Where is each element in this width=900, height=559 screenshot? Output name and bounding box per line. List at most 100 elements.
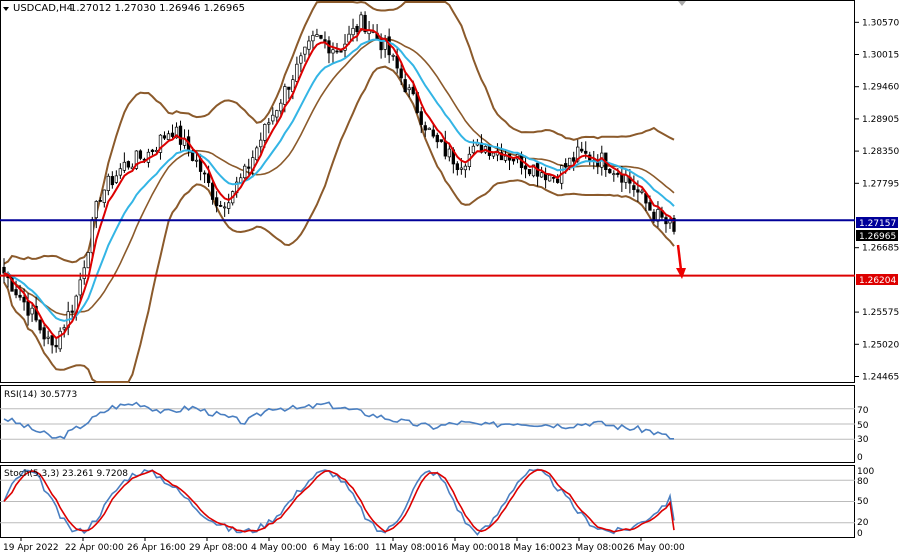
stoch-level-80: 80: [857, 477, 869, 487]
time-tick-label: 22 Apr 00:00: [65, 543, 124, 553]
candle-body: [576, 146, 580, 162]
candle-body: [608, 168, 612, 174]
candle-body: [178, 125, 183, 145]
candle-body: [648, 202, 652, 211]
candle-body: [564, 163, 568, 168]
candle-body: [471, 145, 476, 154]
candle-body: [58, 330, 62, 350]
candle-body: [652, 211, 656, 220]
candle-body: [275, 110, 279, 118]
candle-body: [190, 150, 195, 161]
candle-body: [616, 172, 620, 175]
candle-body: [34, 305, 38, 321]
current-price-text: 1.26965: [859, 232, 896, 242]
candle-body: [295, 63, 299, 82]
symbol-label: USDCAD,H4: [13, 3, 73, 14]
candle-body: [138, 150, 143, 159]
forecast-arrow-shaft: [676, 244, 683, 271]
candle-body: [110, 176, 114, 186]
candle-body: [447, 148, 451, 158]
candle-body: [672, 217, 676, 232]
candle-body: [443, 140, 447, 157]
time-tick-label: 26 Apr 16:00: [127, 543, 186, 553]
candle-body: [555, 178, 560, 183]
candle-body: [580, 148, 584, 152]
candle-body: [38, 319, 42, 331]
price-tick-label: 1.26685: [862, 244, 899, 254]
candle-body: [126, 161, 131, 168]
dropdown-arrow-icon[interactable]: [3, 7, 9, 11]
stoch-level-100: 100: [857, 467, 874, 477]
rsi-level-0: 0: [857, 453, 863, 463]
candle-body: [531, 164, 536, 177]
candle-body: [86, 252, 90, 269]
candle-body: [114, 175, 118, 183]
price-tick-label: 1.28350: [862, 147, 899, 157]
time-tick-label: 18 May 16:00: [499, 543, 561, 553]
ohlc-label: 1.27012 1.27030 1.26946 1.26965: [70, 3, 245, 14]
candle-body: [319, 34, 323, 39]
stoch-level-0: 0: [857, 529, 863, 539]
candle-body: [279, 102, 283, 112]
candle-body: [210, 182, 215, 200]
stoch-label: Stoch(5,3,3) 23.261 9.7208: [4, 469, 128, 479]
level-badge-blue: [856, 217, 898, 228]
candle-body: [218, 205, 223, 207]
candle-body: [640, 190, 644, 193]
candle-body: [206, 173, 211, 184]
candle-body: [94, 201, 98, 219]
candle-body: [174, 126, 179, 139]
candle-body: [255, 147, 259, 161]
candle-body: [134, 150, 139, 169]
candle-body: [223, 206, 227, 209]
price-tick-label: 1.30015: [862, 51, 899, 61]
scroll-marker-icon[interactable]: [678, 1, 686, 6]
candle-body: [50, 335, 54, 346]
bollinger-upper-line: [3, 0, 675, 265]
candle-body: [150, 149, 155, 152]
candle-body: [78, 279, 82, 296]
candle-body: [612, 173, 616, 176]
rsi-level-50: 50: [857, 421, 869, 431]
candle-body: [14, 289, 18, 296]
candle-body: [427, 127, 431, 131]
candle-body: [431, 129, 435, 137]
candle-body: [499, 152, 504, 161]
candle-body: [259, 139, 263, 148]
bollinger-lower-line: [3, 65, 675, 383]
time-tick-label: 23 May 08:00: [561, 543, 623, 553]
candle-body: [351, 28, 355, 36]
candle-body: [303, 46, 307, 55]
candle-body: [527, 169, 532, 175]
stoch-signal-line: [3, 469, 675, 533]
candle-body: [102, 189, 106, 203]
candle-body: [503, 155, 508, 161]
fast-ma-line: [3, 27, 675, 340]
candle-body: [315, 34, 319, 37]
candle-body: [243, 165, 247, 179]
stoch-level-20: 20: [857, 518, 869, 528]
candle-body: [435, 134, 439, 143]
candle-body: [423, 125, 427, 131]
candle-body: [283, 86, 287, 105]
candle-body: [214, 197, 219, 207]
time-tick-label: 16 May 00:00: [437, 543, 499, 553]
candle-body: [42, 327, 46, 340]
level-badge-red: [856, 274, 898, 285]
time-tick-label: 4 May 00:00: [251, 543, 307, 553]
rsi-label: RSI(14) 30.5773: [4, 390, 77, 400]
candle-body: [399, 68, 403, 79]
candle-body: [491, 152, 496, 157]
price-tick-label: 1.25575: [862, 308, 899, 318]
candle-body: [311, 34, 315, 42]
candle-body: [299, 55, 303, 64]
main-pane-frame: [0, 0, 855, 383]
candle-body: [267, 122, 271, 125]
candle-body: [162, 135, 167, 139]
candle-body: [194, 159, 199, 162]
candle-body: [403, 79, 407, 93]
price-tick-label: 1.25020: [862, 340, 899, 350]
